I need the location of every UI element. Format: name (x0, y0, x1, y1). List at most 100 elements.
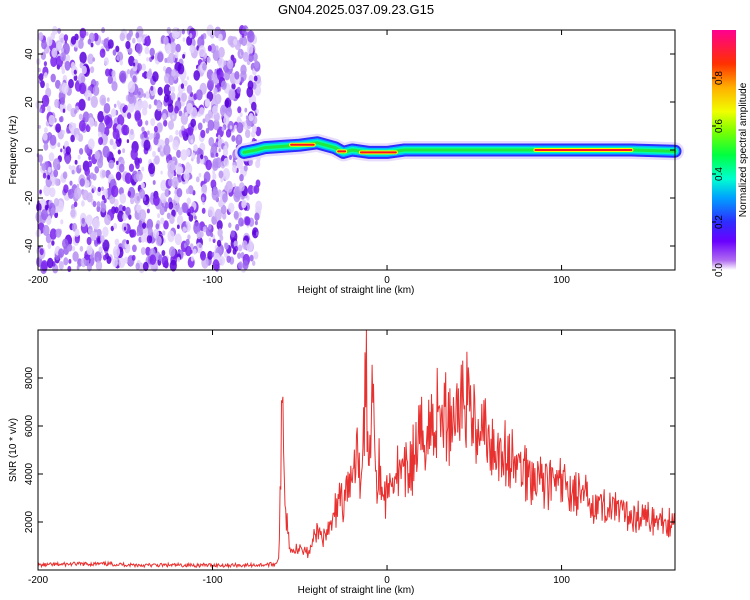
noise-speckle (233, 38, 238, 46)
noise-speckle (160, 170, 163, 175)
noise-speckle (247, 184, 254, 195)
noise-speckle (172, 139, 179, 151)
noise-speckle (221, 80, 227, 90)
noise-speckle (73, 74, 78, 81)
noise-speckle (168, 86, 173, 92)
noise-speckle (111, 185, 119, 198)
noise-speckle (177, 207, 183, 216)
noise-speckle (228, 88, 236, 101)
noise-speckle (110, 225, 115, 232)
noise-speckle (43, 184, 51, 197)
noise-speckle (145, 120, 149, 126)
y-tick-label: -40 (24, 238, 35, 253)
noise-speckle (206, 56, 211, 64)
noise-speckle (184, 112, 188, 117)
noise-speckle (142, 72, 145, 78)
noise-speckle (50, 207, 56, 216)
x-tick-label: -100 (203, 275, 223, 286)
noise-speckle (189, 44, 195, 54)
noise-speckle (154, 108, 162, 121)
noise-speckle (253, 75, 258, 82)
noise-speckle (144, 36, 151, 47)
noise-speckle (103, 198, 107, 204)
noise-speckle (48, 114, 55, 126)
noise-speckle (87, 53, 94, 65)
noise-speckle (162, 230, 166, 236)
noise-speckle (225, 129, 232, 138)
noise-speckle (146, 208, 150, 214)
noise-speckle (79, 27, 87, 39)
noise-speckle (96, 205, 101, 212)
noise-speckle (101, 170, 107, 178)
noise-speckle (56, 41, 63, 50)
noise-speckle (40, 260, 48, 272)
noise-speckle (164, 188, 170, 197)
colorbar-label: Normalized spectral amplitude (738, 82, 749, 217)
y-tick-label: -20 (24, 190, 35, 205)
noise-speckle (161, 250, 166, 257)
noise-speckle (140, 182, 145, 190)
noise-speckle (240, 51, 244, 56)
noise-speckle (167, 230, 175, 243)
noise-speckle (74, 187, 82, 200)
noise-speckle (133, 192, 141, 204)
noise-speckle (227, 106, 231, 112)
noise-speckle (153, 125, 158, 133)
noise-speckle (97, 237, 101, 244)
noise-speckle (57, 142, 61, 148)
noise-speckle (155, 132, 160, 140)
noise-speckle (112, 128, 120, 140)
noise-speckle (216, 69, 224, 81)
noise-speckle (88, 160, 93, 168)
noise-speckle (70, 36, 77, 45)
snr-ticks: -200 -100 0 100 2000 4000 6000 8000 (24, 330, 675, 586)
noise-speckle (157, 213, 161, 219)
colorbar: 0.0 0.2 0.4 0.6 0.8 Normalized spectral ampl… (712, 30, 749, 277)
noise-speckle (190, 256, 194, 262)
noise-speckle (128, 47, 133, 55)
noise-speckle (82, 189, 89, 201)
noise-speckle (134, 110, 141, 121)
noise-speckle (54, 98, 60, 108)
noise-speckle (162, 113, 167, 121)
noise-speckle (74, 234, 80, 244)
noise-speckle (128, 214, 132, 220)
noise-speckle (163, 36, 169, 46)
noise-speckle (44, 204, 49, 211)
noise-speckle (164, 57, 168, 64)
noise-speckle (108, 159, 115, 169)
noise-speckle (92, 217, 100, 230)
y-tick-label: 20 (24, 96, 35, 108)
noise-speckle (117, 114, 125, 126)
noise-speckle (93, 239, 97, 245)
noise-speckle (214, 208, 222, 221)
noise-speckle (99, 94, 107, 106)
noise-speckle (124, 172, 132, 184)
noise-speckle (174, 233, 182, 246)
noise-speckle (136, 170, 143, 182)
noise-speckle (145, 91, 150, 99)
noise-speckle (213, 119, 220, 131)
noise-speckle (79, 51, 87, 64)
noise-speckle (164, 137, 170, 146)
noise-speckle (153, 194, 160, 206)
noise-speckle (168, 75, 175, 86)
noise-speckle (41, 94, 50, 107)
noise-speckle (154, 155, 160, 165)
noise-speckle (65, 155, 71, 165)
noise-speckle (209, 43, 216, 54)
y-tick-label: 6000 (24, 414, 35, 437)
noise-speckle (188, 214, 194, 222)
noise-speckle (207, 250, 213, 260)
noise-speckle (243, 165, 248, 172)
noise-speckle (62, 171, 68, 179)
noise-speckle (237, 244, 243, 252)
noise-speckle (99, 48, 106, 58)
noise-speckle (112, 245, 120, 258)
noise-speckle (78, 82, 87, 95)
noise-speckle (142, 227, 148, 236)
noise-speckle (136, 231, 140, 237)
noise-speckle (119, 32, 126, 42)
noise-speckle (42, 224, 50, 237)
